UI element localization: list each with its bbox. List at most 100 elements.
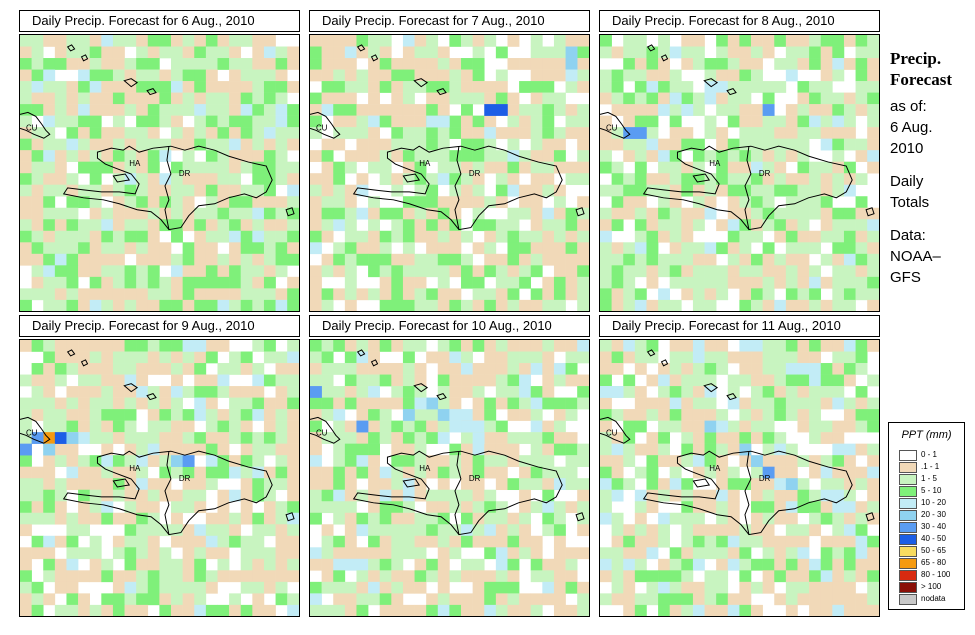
precip-cell — [101, 69, 114, 82]
precip-cell — [646, 397, 659, 410]
precip-cell — [646, 432, 659, 444]
islet-outline — [413, 383, 447, 401]
precip-cell — [287, 351, 299, 364]
precip-cell — [681, 374, 694, 387]
precip-cell — [391, 466, 404, 479]
country-label-cu: CU — [26, 428, 38, 437]
precip-cell — [507, 512, 520, 525]
precip-cell — [809, 558, 822, 571]
precip-cell — [171, 466, 183, 479]
precip-cell — [600, 351, 612, 364]
precip-cell — [692, 466, 705, 479]
precip-cell — [449, 265, 462, 278]
precip-cell — [43, 512, 56, 525]
precip-cell — [31, 46, 44, 59]
precip-cell — [530, 604, 543, 616]
precip-cell — [472, 374, 485, 387]
precip-cell — [785, 196, 798, 209]
precip-cell — [356, 288, 369, 301]
precip-cell — [669, 363, 682, 375]
precip-cell — [344, 196, 357, 209]
precip-cell — [669, 604, 682, 616]
precip-cell — [147, 570, 160, 583]
precip-cell — [809, 466, 822, 479]
precip-cell — [507, 92, 520, 105]
precip-cell — [252, 558, 265, 571]
precip-cell — [147, 299, 160, 311]
precip-cell — [530, 386, 543, 398]
precip-cell — [159, 570, 172, 583]
precip-cell — [681, 265, 694, 278]
precip-cell — [287, 363, 299, 375]
precip-cell — [716, 242, 729, 255]
precip-cell — [287, 558, 299, 571]
precip-cell — [751, 386, 763, 398]
precip-cell — [147, 242, 160, 255]
precip-cell — [217, 196, 230, 209]
precip-cell — [832, 265, 845, 278]
precip-cell — [832, 104, 845, 116]
precip-cell — [437, 547, 450, 560]
precip-cell — [646, 374, 659, 387]
precip-cell — [797, 386, 810, 398]
precip-cell — [205, 69, 218, 82]
precip-cell — [89, 489, 102, 502]
precip-cell — [391, 455, 404, 467]
precip-cell — [333, 46, 346, 59]
precip-cell — [495, 161, 508, 174]
precip-cell — [20, 242, 32, 255]
precip-cell — [344, 374, 357, 387]
precip-cell — [147, 115, 160, 128]
precip-cell — [704, 466, 717, 479]
precip-cell — [634, 184, 647, 197]
precip-cell — [426, 489, 439, 502]
precip-cell — [20, 46, 32, 59]
precip-cell — [391, 288, 404, 301]
precip-cell — [542, 184, 555, 197]
precip-cell — [774, 230, 787, 243]
precip-cell — [78, 196, 90, 209]
legend-label: 20 - 30 — [921, 510, 946, 519]
precip-cell — [611, 558, 624, 571]
precip-cell — [379, 276, 392, 289]
precip-cell — [681, 432, 694, 444]
precip-cell — [727, 196, 740, 209]
precip-cell — [78, 58, 90, 70]
precip-cell — [402, 455, 415, 467]
precip-cell — [20, 420, 32, 433]
precip-cell — [461, 340, 473, 352]
precip-cell — [611, 466, 624, 479]
precip-cell — [809, 104, 822, 116]
legend-swatch — [899, 522, 917, 533]
precip-cell — [507, 455, 520, 467]
precip-cell — [182, 127, 195, 139]
precip-cell — [147, 150, 160, 162]
precip-cell — [182, 104, 195, 116]
precip-cell — [692, 242, 705, 255]
precip-cell — [402, 115, 415, 128]
precip-cell — [774, 58, 787, 70]
precip-cell — [716, 92, 729, 105]
precip-cell — [843, 104, 856, 116]
precip-cell — [43, 115, 56, 128]
precip-cell — [344, 115, 357, 128]
precip-cell — [194, 397, 207, 410]
precip-cell — [739, 69, 752, 82]
precip-cell — [66, 207, 79, 220]
precip-cell — [495, 340, 508, 352]
precip-cell — [333, 138, 346, 151]
precip-cell — [634, 242, 647, 255]
precip-cell — [634, 512, 647, 525]
precip-cell — [275, 524, 288, 537]
precip-cell — [217, 219, 230, 232]
gonave-outline — [402, 478, 421, 488]
precip-cell — [171, 161, 183, 174]
precip-cell — [843, 570, 856, 583]
precip-cell — [275, 432, 288, 444]
precip-cell — [310, 46, 322, 59]
precip-cell — [356, 443, 369, 456]
precip-cell — [159, 581, 172, 594]
precip-cell — [31, 138, 44, 151]
precip-cell — [124, 478, 137, 491]
precip-cell — [704, 115, 717, 128]
